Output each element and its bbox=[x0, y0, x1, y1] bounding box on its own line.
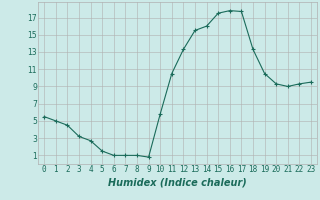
X-axis label: Humidex (Indice chaleur): Humidex (Indice chaleur) bbox=[108, 177, 247, 187]
